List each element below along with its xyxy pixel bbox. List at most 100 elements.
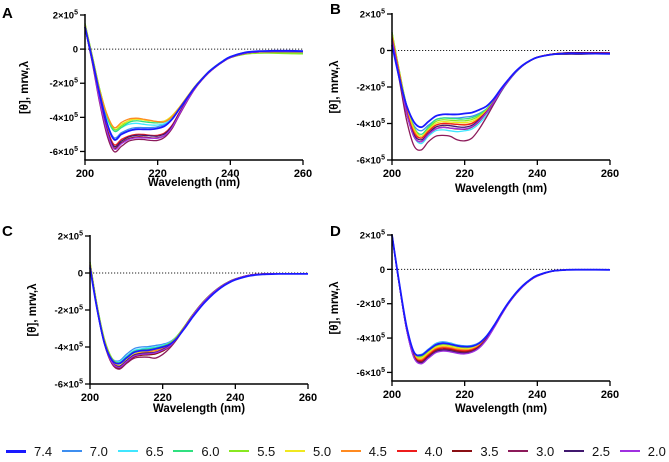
- series-line-ph-4.5: [84, 25, 304, 129]
- series-line-ph-5.0: [391, 33, 611, 137]
- series-line-ph-7.4: [391, 234, 611, 357]
- series-group: [391, 32, 611, 151]
- series-line-ph-2.0: [391, 234, 611, 365]
- series-line-ph-4.0: [391, 234, 611, 362]
- x-tick-label: 220: [148, 168, 166, 180]
- series-line-ph-5.0: [391, 234, 611, 360]
- legend-label: 3.0: [536, 443, 555, 459]
- series-line-ph-3.0: [391, 234, 611, 364]
- series-line-ph-6.5: [391, 234, 611, 356]
- x-tick-label: 240: [528, 389, 546, 401]
- x-tick-label: 260: [294, 168, 312, 180]
- series-line-ph-4.0: [89, 265, 309, 369]
- y-tick-label: -6×105: [55, 379, 84, 391]
- series-line-ph-6.0: [89, 261, 309, 364]
- legend-label: 2.5: [591, 443, 611, 459]
- y-tick-label: -4×105: [50, 112, 79, 124]
- y-tick-label: -6×105: [50, 146, 79, 158]
- x-tick-label: 220: [153, 392, 171, 404]
- y-tick-label: 0: [78, 269, 83, 280]
- series-line-ph-7.0: [84, 26, 304, 139]
- x-tick-label: 200: [383, 389, 401, 401]
- y-tick-label: -2×105: [357, 298, 386, 310]
- y-tick-label: 0: [380, 265, 385, 276]
- y-axis-title: [θ], mrw,λ: [329, 60, 341, 114]
- legend-label: 6.5: [145, 443, 164, 459]
- series-line-ph-4.5: [89, 263, 309, 368]
- series-line-ph-5.0: [84, 25, 304, 129]
- series-line-ph-7.0: [391, 234, 611, 356]
- legend-swatch: [619, 450, 640, 452]
- legend-swatch: [563, 450, 584, 452]
- panel-d: D 2×105 0 -2×105 -4×105 -6×105 200 220 240 260 Wav…: [329, 223, 619, 415]
- legend-label: 7.0: [89, 443, 108, 459]
- x-tick-label: 240: [221, 168, 239, 180]
- legend-swatch: [173, 450, 194, 452]
- legend-item-ph-3.0: 3.0: [508, 444, 554, 459]
- legend-item-ph-3.5: 3.5: [452, 444, 498, 459]
- y-tick-label: 2×105: [360, 230, 385, 242]
- legend-swatch: [61, 450, 82, 452]
- panel-a: A 2×105 0 -2×105 -4×105 -6×105 200 220 240 260 Wav…: [2, 5, 312, 189]
- series-line-ph-5.5: [391, 234, 611, 358]
- legend-item-ph-2.0: 2.0: [619, 444, 666, 459]
- legend-label: 3.5: [480, 443, 499, 459]
- series-line-ph-6.0: [391, 32, 611, 136]
- y-tick-label: -4×105: [55, 342, 84, 354]
- x-tick-label: 200: [81, 392, 99, 404]
- legend-item-ph-7.4: 7.4: [6, 444, 52, 459]
- legend-item-ph-6.0: 6.0: [173, 444, 219, 459]
- series-line-ph-5.5: [89, 261, 309, 365]
- x-axis-title: Wavelength (nm): [455, 403, 547, 415]
- legend-swatch: [117, 450, 138, 452]
- x-axis-title: Wavelength (nm): [455, 183, 547, 195]
- legend-label: 7.4: [34, 443, 53, 459]
- x-axis-title: Wavelength (nm): [148, 177, 240, 189]
- series-line-ph-5.5: [84, 23, 304, 131]
- series-line-ph-2.5: [89, 265, 309, 368]
- legend-swatch: [6, 449, 26, 453]
- series-line-ph-3.5: [89, 265, 309, 369]
- legend-swatch: [229, 450, 250, 452]
- series-line-ph-6.5: [84, 25, 304, 133]
- x-tick-label: 200: [383, 168, 401, 180]
- y-tick-label: -6×105: [357, 155, 386, 167]
- series-line-ph-6.0: [391, 234, 611, 358]
- y-tick-label: -4×105: [357, 333, 386, 345]
- y-tick-label: 0: [73, 45, 78, 56]
- series-line-ph-6.0: [84, 23, 304, 133]
- y-tick-label: -2×105: [357, 82, 386, 94]
- series-line-ph-3.5: [391, 234, 611, 363]
- y-tick-label: 0: [380, 46, 385, 57]
- y-tick-label: -4×105: [357, 118, 386, 130]
- legend-swatch: [284, 450, 305, 452]
- legend-item-ph-5.5: 5.5: [229, 444, 275, 459]
- y-tick-label: -6×105: [357, 367, 386, 379]
- legend-label: 5.5: [257, 443, 276, 459]
- legend-label: 6.0: [201, 443, 220, 459]
- y-tick-label: 2×105: [360, 9, 385, 21]
- legend-label: 4.5: [368, 443, 387, 459]
- series-line-ph-5.5: [391, 32, 611, 137]
- series-line-ph-4.5: [391, 234, 611, 361]
- legend-swatch: [396, 450, 417, 452]
- series-group: [89, 261, 309, 370]
- series-group: [84, 23, 304, 153]
- legend-swatch: [452, 450, 473, 452]
- y-tick-label: 2×105: [53, 10, 78, 22]
- series-line-ph-2.0: [391, 39, 611, 143]
- series-line-ph-2.5: [391, 234, 611, 364]
- series-line-ph-5.0: [89, 263, 309, 367]
- x-tick-label: 200: [76, 168, 94, 180]
- legend-item-ph-2.5: 2.5: [563, 443, 611, 459]
- series-line-ph-6.5: [89, 263, 309, 363]
- panel-letter: C: [2, 223, 13, 240]
- x-axis-title: Wavelength (nm): [153, 403, 245, 415]
- legend-swatch: [340, 450, 361, 452]
- y-tick-label: 2×105: [58, 231, 83, 243]
- series-line-ph-7.4: [89, 267, 308, 365]
- x-tick-label: 260: [601, 168, 619, 180]
- panel-letter: A: [2, 5, 13, 22]
